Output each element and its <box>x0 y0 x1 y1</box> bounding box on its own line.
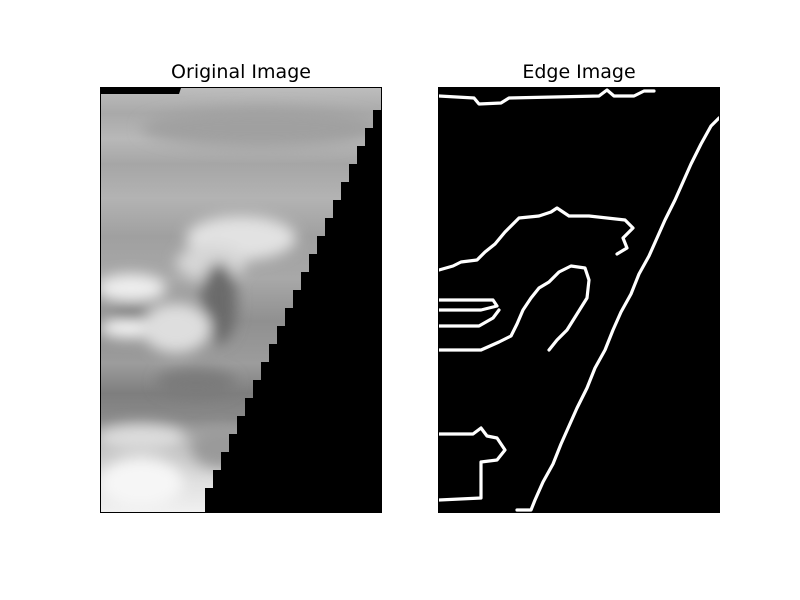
edge-contour-upper-blob <box>439 206 635 272</box>
edge-image-panel <box>438 87 720 513</box>
edge-contour-mid-2 <box>439 308 501 328</box>
original-image-title: Original Image <box>171 61 311 83</box>
edge-contour-lower <box>439 426 507 502</box>
edge-image <box>439 88 719 512</box>
edge-image-title: Edge Image <box>522 61 636 83</box>
edge-contour-mid-3 <box>439 264 591 352</box>
edge-contour-top <box>439 88 656 106</box>
original-image-panel <box>100 87 382 513</box>
original-image <box>101 88 381 512</box>
edge-contour-diagonal <box>515 116 719 512</box>
edge-contour-mid-1 <box>439 298 499 312</box>
